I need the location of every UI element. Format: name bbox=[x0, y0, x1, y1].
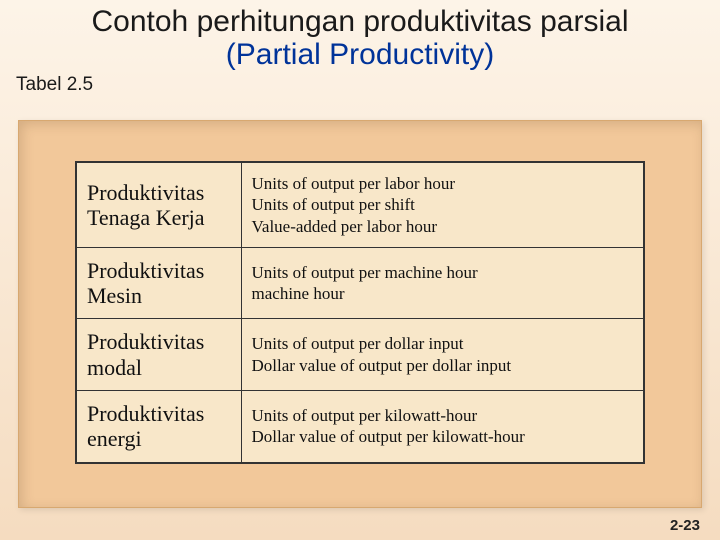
description-cell: Units of output per kilowatt-hourDollar … bbox=[241, 390, 644, 462]
slide-title-block: Contoh perhitungan produktivitas parsial… bbox=[0, 0, 720, 72]
slide-number: 2-23 bbox=[670, 517, 700, 534]
content-panel: Produktivitas Tenaga KerjaUnits of outpu… bbox=[18, 120, 702, 508]
table-row: Produktivitas energiUnits of output per … bbox=[76, 390, 644, 462]
description-cell: Units of output per dollar inputDollar v… bbox=[241, 319, 644, 391]
slide-title-sub: (Partial Productivity) bbox=[0, 38, 720, 72]
table-caption: Tabel 2.5 bbox=[16, 74, 720, 96]
description-cell: Units of output per labor hourUnits of o… bbox=[241, 162, 644, 247]
description-cell: Units of output per machine hourmachine … bbox=[241, 247, 644, 319]
category-cell: Produktivitas Mesin bbox=[76, 247, 241, 319]
slide-title-main: Contoh perhitungan produktivitas parsial bbox=[0, 6, 720, 38]
table-row: Produktivitas MesinUnits of output per m… bbox=[76, 247, 644, 319]
category-cell: Produktivitas Tenaga Kerja bbox=[76, 162, 241, 247]
table-row: Produktivitas Tenaga KerjaUnits of outpu… bbox=[76, 162, 644, 247]
category-cell: Produktivitas energi bbox=[76, 390, 241, 462]
table-row: Produktivitas modalUnits of output per d… bbox=[76, 319, 644, 391]
productivity-table: Produktivitas Tenaga KerjaUnits of outpu… bbox=[75, 161, 645, 464]
category-cell: Produktivitas modal bbox=[76, 319, 241, 391]
